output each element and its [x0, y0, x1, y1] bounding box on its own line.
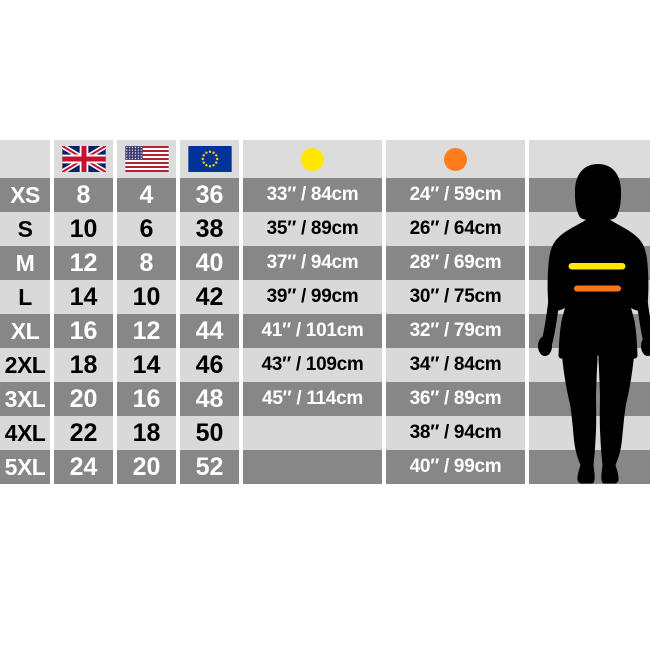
- waist-cell: 28″ / 69cm: [386, 246, 525, 280]
- size-label: 5XL: [0, 450, 50, 484]
- bust-cell: 33″ / 84cm: [243, 178, 382, 212]
- eu-size-cell: 38: [180, 212, 239, 246]
- bust-cell: 37″ / 94cm: [243, 246, 382, 280]
- uk-size-cell: 8: [54, 178, 113, 212]
- us-size-cell: 10: [117, 280, 176, 314]
- woman-silhouette: [538, 164, 650, 484]
- size-table: XS 8 4 36 33″ / 84cm 24″ / 59cm S 10 6 3…: [0, 140, 650, 484]
- bust-dot-icon: [301, 147, 324, 171]
- uk-size-cell: 12: [54, 246, 113, 280]
- bust-cell: 45″ / 114cm: [243, 382, 382, 416]
- bust-cell: 35″ / 89cm: [243, 212, 382, 246]
- uk-size-cell: 22: [54, 416, 113, 450]
- bust-cell-empty: [243, 416, 382, 450]
- header-eu-cell: [180, 140, 239, 178]
- eu-size-cell: 50: [180, 416, 239, 450]
- waist-cell: 24″ / 59cm: [386, 178, 525, 212]
- us-size-cell: 6: [117, 212, 176, 246]
- silhouette-head: [574, 164, 622, 220]
- eu-size-cell: 48: [180, 382, 239, 416]
- waist-cell: 32″ / 79cm: [386, 314, 525, 348]
- us-flag-icon: [124, 146, 169, 172]
- uk-size-cell: 14: [54, 280, 113, 314]
- eu-size-cell: 46: [180, 348, 239, 382]
- silhouette-right-arm: [636, 294, 650, 348]
- waist-cell: 36″ / 89cm: [386, 382, 525, 416]
- us-size-cell: 14: [117, 348, 176, 382]
- us-size-cell: 16: [117, 382, 176, 416]
- silhouette-right-leg: [598, 356, 634, 484]
- size-label: L: [0, 280, 50, 314]
- waist-cell: 26″ / 64cm: [386, 212, 525, 246]
- uk-size-cell: 10: [54, 212, 113, 246]
- uk-size-cell: 24: [54, 450, 113, 484]
- us-size-cell: 20: [117, 450, 176, 484]
- us-size-cell: 4: [117, 178, 176, 212]
- eu-size-cell: 36: [180, 178, 239, 212]
- waist-band: [574, 285, 621, 292]
- silhouette-left-arm: [541, 294, 560, 348]
- us-size-cell: 18: [117, 416, 176, 450]
- silhouette-right-hand: [641, 336, 650, 356]
- uk-size-cell: 20: [54, 382, 113, 416]
- eu-size-cell: 44: [180, 314, 239, 348]
- silhouette-left-leg: [562, 356, 598, 484]
- eu-size-cell: 42: [180, 280, 239, 314]
- header-uk-cell: [54, 140, 113, 178]
- size-label: M: [0, 246, 50, 280]
- us-size-cell: 8: [117, 246, 176, 280]
- uk-size-cell: 16: [54, 314, 113, 348]
- header-bust-cell: [243, 140, 382, 178]
- waist-dot-icon: [444, 147, 467, 171]
- uk-flag-icon: [61, 146, 106, 172]
- bust-cell: 39″ / 99cm: [243, 280, 382, 314]
- bust-band: [568, 263, 626, 270]
- size-label: 4XL: [0, 416, 50, 450]
- header-size-cell: [0, 140, 50, 178]
- bust-cell-empty: [243, 450, 382, 484]
- size-label: 3XL: [0, 382, 50, 416]
- header-us-cell: [117, 140, 176, 178]
- bust-cell: 41″ / 101cm: [243, 314, 382, 348]
- waist-cell: 38″ / 94cm: [386, 416, 525, 450]
- silhouette-left-hand: [538, 336, 552, 356]
- size-label: S: [0, 212, 50, 246]
- header-waist-cell: [386, 140, 525, 178]
- waist-cell: 40″ / 99cm: [386, 450, 525, 484]
- size-label: XS: [0, 178, 50, 212]
- eu-flag-icon: [187, 146, 232, 172]
- uk-size-cell: 18: [54, 348, 113, 382]
- size-label: XL: [0, 314, 50, 348]
- us-size-cell: 12: [117, 314, 176, 348]
- eu-size-cell: 52: [180, 450, 239, 484]
- waist-cell: 34″ / 84cm: [386, 348, 525, 382]
- figure-column: [529, 140, 650, 484]
- size-label: 2XL: [0, 348, 50, 382]
- waist-cell: 30″ / 75cm: [386, 280, 525, 314]
- bust-cell: 43″ / 109cm: [243, 348, 382, 382]
- eu-size-cell: 40: [180, 246, 239, 280]
